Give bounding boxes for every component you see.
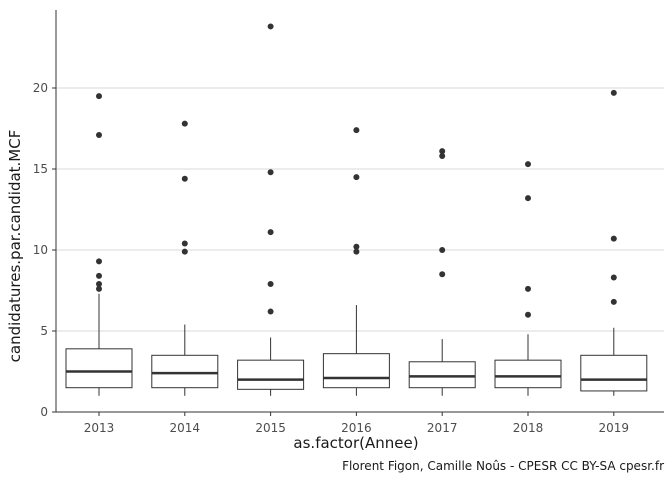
outlier-point [525,311,531,318]
outlier-point [353,127,360,134]
outlier-point [525,195,531,202]
outlier-point [525,285,531,292]
box-2019 [580,89,648,396]
box-iqr [580,354,648,392]
x-axis-title: as.factor(Annee) [293,434,418,452]
x-tick-label: 2019 [599,421,630,435]
box-2016 [322,127,390,396]
outlier-point [96,285,102,292]
y-tick-label: 10 [33,243,48,257]
outlier-point [96,272,102,279]
outlier-point [267,281,274,288]
outlier-point [181,240,188,247]
x-tick-label: 2015 [255,421,286,435]
chart-caption: Florent Figon, Camille Noûs - CPESR CC B… [342,459,664,473]
y-tick-label: 5 [40,324,48,338]
outlier-point [439,153,446,160]
y-tick-label: 0 [40,405,48,419]
x-tick-label: 2014 [170,421,201,435]
outlier-point [267,169,274,176]
box-2014 [151,120,219,396]
outlier-point [353,248,360,255]
outlier-point [610,298,617,305]
x-tick-label: 2013 [84,421,115,435]
outlier-point [181,175,188,182]
outlier-point [353,174,360,181]
y-tick-label: 15 [33,162,48,176]
outlier-point [525,161,531,168]
box-2015 [237,23,305,396]
outlier-point [267,23,274,30]
x-tick-label: 2017 [427,421,458,435]
y-axis-title: candidatures.par.candidat.MCF [6,130,24,363]
outlier-point [439,247,446,253]
box-2018 [494,161,562,396]
outlier-point [439,148,446,155]
box-2017 [408,148,476,396]
outlier-point [610,274,617,281]
box-iqr [237,359,305,390]
outlier-point [181,120,188,127]
y-tick-label: 20 [33,81,48,95]
outlier-point [439,271,446,278]
outlier-point [96,258,102,265]
outlier-point [610,235,617,242]
box-iqr [65,348,133,389]
x-tick-label: 2018 [513,421,544,435]
outlier-point [267,229,274,236]
outlier-point [610,89,617,96]
outlier-point [96,93,102,100]
axes [52,10,664,416]
outlier-point [96,281,102,288]
box-series [65,23,648,396]
outlier-point [181,248,188,255]
y-tick-labels: 0 5 10 15 20 [33,81,48,419]
box-iqr [494,359,562,389]
box-iqr [151,354,219,389]
box-2013 [65,93,133,396]
outlier-point [353,243,360,250]
x-tick-label: 2016 [341,421,372,435]
box-iqr [408,361,476,389]
outlier-point [267,308,274,315]
x-tick-labels: 2013 2014 2015 2016 2017 2018 2019 [84,421,629,435]
box-iqr [322,353,390,389]
outlier-point [96,131,102,138]
